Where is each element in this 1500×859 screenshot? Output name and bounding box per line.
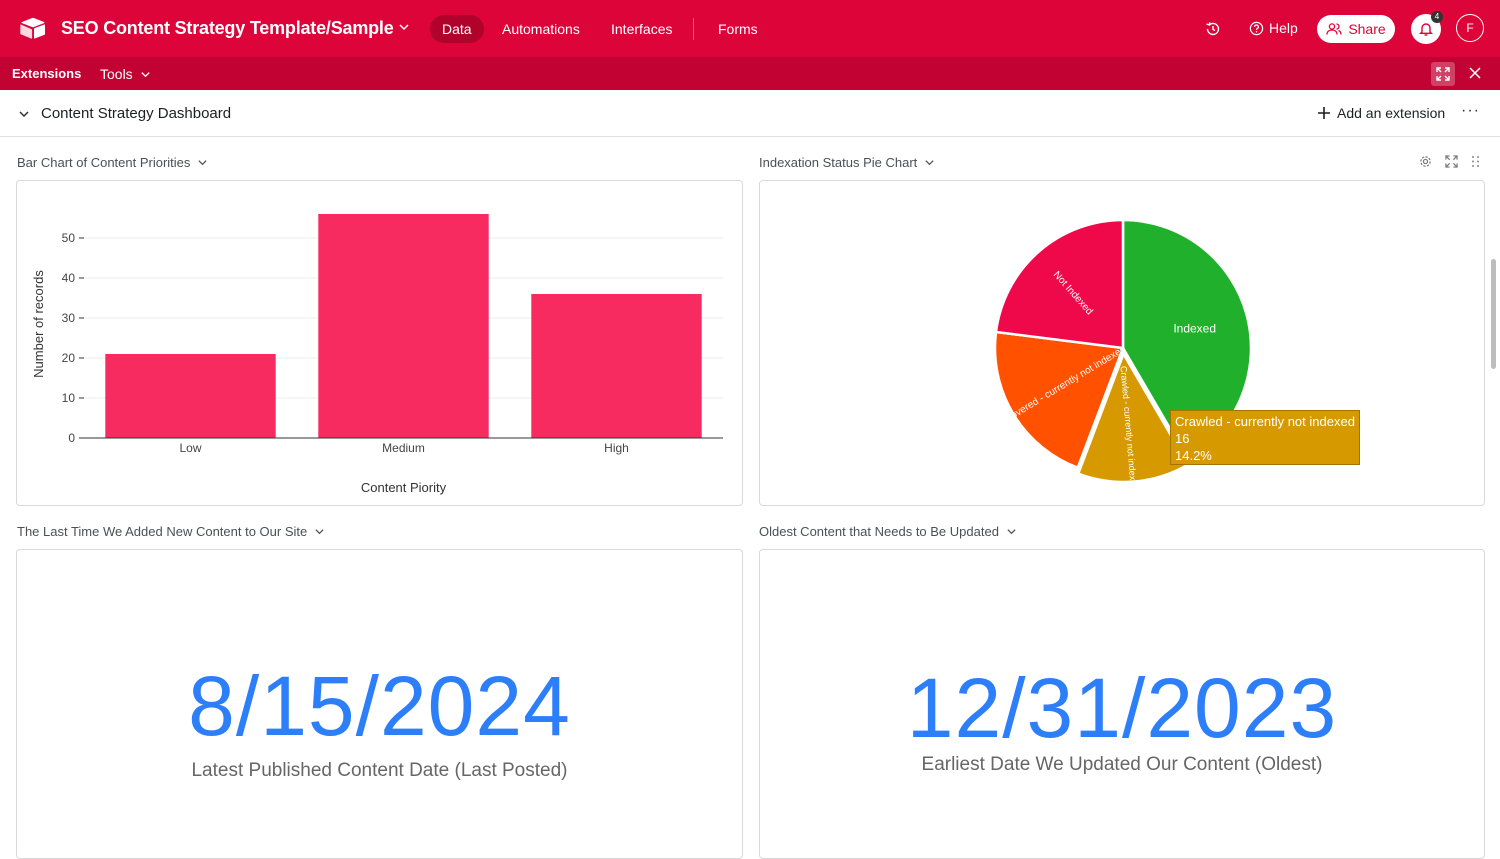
bar-low [105, 354, 276, 438]
tab-data[interactable]: Data [430, 15, 484, 43]
pie-slice-3 [994, 218, 1125, 350]
oldest-update-caption: Earliest Date We Updated Our Content (Ol… [921, 754, 1323, 775]
close-icon[interactable] [1468, 66, 1482, 80]
expand-icon [1436, 67, 1450, 81]
users-icon [1326, 23, 1342, 35]
oldest-panel-label: Oldest Content that Needs to Be Updated [759, 524, 999, 539]
bar-chart-panel: 0 10 20 30 40 50 Low Medium High Content Piority N… [16, 180, 743, 506]
expand-icon[interactable] [1445, 155, 1458, 168]
chevron-down-icon [925, 160, 934, 166]
tab-forms[interactable]: Forms [718, 21, 758, 37]
pie-chart-panel: Indexed Crawled - currently not indexed Di… [759, 180, 1485, 506]
tooltip-name: Crawled - currently not indexed [1175, 414, 1355, 429]
latest-published-date: 8/15/2024 [188, 659, 571, 753]
y-tick-label: 10 [62, 391, 76, 405]
oldest-update-date: 12/31/2023 [906, 661, 1338, 755]
drag-handle-icon[interactable] [1471, 155, 1480, 168]
tools-menu[interactable]: Tools [100, 66, 151, 82]
y-tick-label: 40 [62, 271, 76, 285]
bar-chart-panel-label: Bar Chart of Content Priorities [17, 155, 191, 170]
x-tick-label: Low [179, 441, 201, 455]
base-title[interactable]: SEO Content Strategy Template/Sample [61, 18, 394, 38]
chevron-down-icon [141, 71, 150, 77]
tab-automations[interactable]: Automations [502, 21, 580, 37]
pie-chart-panel-title[interactable]: Indexation Status Pie Chart [759, 155, 935, 170]
top-bar: SEO Content Strategy Template/Sample Dat… [0, 0, 1500, 57]
help-icon [1249, 21, 1264, 35]
pie-slice-2 [993, 330, 1125, 470]
last-added-panel-title[interactable]: The Last Time We Added New Content to Ou… [17, 524, 325, 539]
help-button[interactable]: Help [1249, 20, 1298, 36]
history-icon[interactable] [1204, 20, 1222, 38]
oldest-panel: 12/31/2023 Earliest Date We Updated Our … [759, 549, 1485, 859]
x-tick-label: High [604, 441, 629, 455]
dashboard-header: Content Strategy Dashboard Add an extens… [0, 90, 1500, 137]
chevron-down-icon[interactable] [398, 21, 410, 33]
plus-icon [1318, 107, 1330, 119]
x-tick-label: Medium [382, 441, 425, 455]
collapse-chevron-icon[interactable] [18, 108, 30, 120]
oldest-panel-title[interactable]: Oldest Content that Needs to Be Updated [759, 524, 1017, 539]
bar-high [531, 294, 702, 438]
add-extension-button[interactable]: Add an extension [1317, 105, 1445, 121]
tools-label: Tools [100, 66, 133, 82]
pie-slice-1 [1076, 351, 1190, 484]
tooltip-percent: 14.2% [1175, 448, 1212, 463]
share-button[interactable]: Share [1317, 15, 1395, 43]
help-label: Help [1269, 20, 1298, 36]
tooltip-count: 16 [1175, 431, 1190, 446]
extensions-bar: Extensions Tools [0, 57, 1500, 90]
last-added-panel: 8/15/2024 Latest Published Content Date … [16, 549, 743, 859]
extensions-label[interactable]: Extensions [12, 66, 82, 81]
chevron-down-icon [1007, 529, 1016, 535]
add-extension-label: Add an extension [1337, 105, 1446, 121]
bar-chart-panel-title[interactable]: Bar Chart of Content Priorities [17, 155, 208, 170]
avatar[interactable]: F [1456, 14, 1484, 42]
bar-chart: 0 10 20 30 40 50 Low Medium High Content Piority N… [31, 214, 723, 495]
nav-divider [693, 18, 694, 40]
pie-chart-panel-label: Indexation Status Pie Chart [759, 155, 918, 170]
share-label: Share [1348, 21, 1386, 37]
last-added-panel-label: The Last Time We Added New Content to Ou… [17, 524, 308, 539]
page-scrollbar[interactable] [1491, 259, 1496, 369]
pie-label-0: Indexed [1173, 322, 1216, 336]
settings-icon[interactable] [1419, 155, 1432, 168]
x-axis-label: Content Piority [361, 480, 447, 495]
chevron-down-icon [198, 160, 208, 166]
fullscreen-button[interactable] [1431, 62, 1455, 86]
latest-published-caption: Latest Published Content Date (Last Post… [191, 760, 568, 781]
pie-panel-toolbar [1419, 155, 1480, 168]
bar-medium [318, 214, 489, 438]
bell-icon [1419, 23, 1433, 36]
y-tick-label: 0 [68, 431, 75, 445]
pie-tooltip: Crawled - currently not indexed 16 14.2% [1170, 410, 1360, 465]
app-logo-icon[interactable] [20, 17, 46, 39]
y-tick-label: 30 [62, 311, 76, 325]
dashboard-title[interactable]: Content Strategy Dashboard [41, 105, 232, 122]
y-tick-label: 50 [62, 231, 76, 245]
y-tick-label: 20 [62, 351, 76, 365]
y-axis-label: Number of records [31, 270, 46, 378]
chevron-down-icon [315, 529, 324, 535]
more-options-button[interactable]: ··· [1461, 102, 1480, 119]
tab-interfaces[interactable]: Interfaces [611, 21, 673, 37]
notification-badge: 4 [1431, 11, 1443, 23]
